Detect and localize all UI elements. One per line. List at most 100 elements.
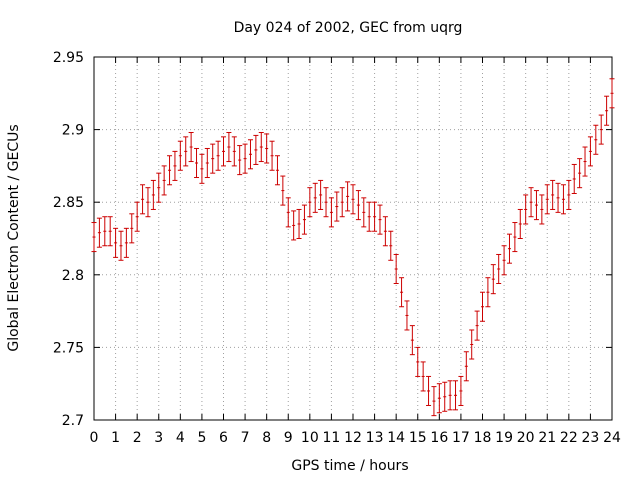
y-tick-label: 2.9 bbox=[62, 123, 84, 139]
data-point bbox=[285, 197, 291, 228]
x-tick-label: 0 bbox=[90, 430, 99, 446]
data-point bbox=[587, 136, 593, 167]
data-point bbox=[258, 132, 264, 163]
data-point bbox=[242, 143, 248, 174]
x-tick-label: 13 bbox=[366, 430, 384, 446]
x-tick-label: 11 bbox=[323, 430, 341, 446]
data-point bbox=[485, 277, 491, 308]
data-point bbox=[458, 375, 464, 406]
data-point bbox=[393, 253, 399, 285]
data-point bbox=[140, 184, 146, 215]
data-point bbox=[382, 216, 388, 247]
data-point bbox=[361, 197, 367, 228]
x-tick-label: 14 bbox=[387, 430, 405, 446]
x-tick-label: 2 bbox=[133, 430, 142, 446]
x-tick-label: 9 bbox=[284, 430, 293, 446]
data-series bbox=[91, 78, 615, 417]
data-point bbox=[604, 95, 610, 126]
data-point bbox=[366, 201, 372, 232]
data-point bbox=[231, 136, 237, 167]
data-point bbox=[469, 329, 475, 360]
x-tick-label: 23 bbox=[582, 430, 600, 446]
chart-title: Day 024 of 2002, GEC from uqrg bbox=[234, 20, 463, 36]
data-point bbox=[226, 132, 232, 163]
data-point bbox=[426, 375, 432, 406]
data-point bbox=[420, 361, 426, 392]
data-point bbox=[463, 351, 469, 382]
data-point bbox=[291, 210, 297, 241]
data-point bbox=[506, 233, 512, 264]
data-point bbox=[312, 182, 318, 213]
data-point bbox=[123, 227, 129, 258]
data-point bbox=[517, 208, 523, 239]
data-point bbox=[593, 124, 599, 155]
x-tick-label: 18 bbox=[474, 430, 492, 446]
data-point bbox=[118, 230, 124, 261]
x-tick-label: 3 bbox=[154, 430, 163, 446]
axis-ticks: 0 1 2 3 4 5 6 7 8 9 10 11 12 13 14 15 16 17 18 19 20 21 22 23 24… bbox=[53, 50, 621, 446]
data-point bbox=[436, 383, 442, 414]
x-tick-label: 12 bbox=[344, 430, 362, 446]
data-point bbox=[318, 179, 324, 210]
x-tick-label: 7 bbox=[241, 430, 250, 446]
data-point bbox=[566, 179, 572, 210]
y-tick-label: 2.8 bbox=[62, 268, 84, 284]
data-point bbox=[183, 136, 189, 167]
data-point bbox=[264, 133, 270, 164]
data-point bbox=[560, 184, 566, 215]
data-point bbox=[210, 143, 216, 174]
y-tick-label: 2.85 bbox=[53, 195, 84, 211]
data-point bbox=[247, 139, 253, 170]
data-point bbox=[194, 147, 200, 179]
data-point bbox=[199, 153, 205, 184]
data-point bbox=[582, 146, 588, 177]
x-tick-label: 22 bbox=[560, 430, 578, 446]
data-point bbox=[447, 380, 453, 411]
data-point bbox=[501, 245, 507, 276]
data-point bbox=[577, 158, 583, 189]
data-point bbox=[296, 208, 302, 239]
data-point bbox=[490, 264, 496, 295]
data-point bbox=[355, 190, 361, 221]
data-point bbox=[307, 187, 313, 218]
grid-lines bbox=[94, 57, 612, 420]
data-point bbox=[399, 277, 405, 308]
data-point bbox=[107, 216, 113, 247]
data-point bbox=[161, 165, 167, 196]
data-point bbox=[172, 150, 178, 181]
data-point bbox=[221, 136, 226, 167]
data-point bbox=[96, 217, 102, 248]
data-point bbox=[377, 204, 383, 235]
data-point bbox=[301, 204, 307, 235]
x-tick-label: 8 bbox=[262, 430, 271, 446]
data-point bbox=[550, 179, 556, 210]
x-axis-label: GPS time / hours bbox=[291, 458, 408, 474]
data-point bbox=[404, 300, 410, 331]
data-point bbox=[237, 145, 243, 176]
data-point bbox=[480, 291, 485, 322]
data-point bbox=[388, 230, 394, 261]
data-point bbox=[91, 222, 97, 253]
data-point bbox=[215, 140, 221, 171]
data-point bbox=[345, 181, 351, 212]
x-tick-label: 5 bbox=[197, 430, 206, 446]
data-point bbox=[328, 197, 334, 228]
data-point bbox=[167, 155, 173, 186]
data-point bbox=[523, 194, 529, 225]
data-point bbox=[129, 213, 135, 244]
data-point bbox=[442, 381, 448, 412]
data-point bbox=[269, 140, 275, 171]
y-axis-label: Global Electron Content / GECUs bbox=[6, 124, 22, 351]
data-point bbox=[539, 194, 545, 225]
x-tick-label: 24 bbox=[603, 430, 621, 446]
x-tick-label: 1 bbox=[111, 430, 120, 446]
data-point bbox=[156, 172, 162, 203]
data-point bbox=[253, 134, 259, 165]
data-point bbox=[496, 253, 502, 285]
x-tick-label: 15 bbox=[409, 430, 427, 446]
data-point bbox=[609, 78, 615, 109]
data-point bbox=[528, 187, 534, 218]
data-point bbox=[512, 222, 518, 253]
data-point bbox=[177, 140, 183, 171]
